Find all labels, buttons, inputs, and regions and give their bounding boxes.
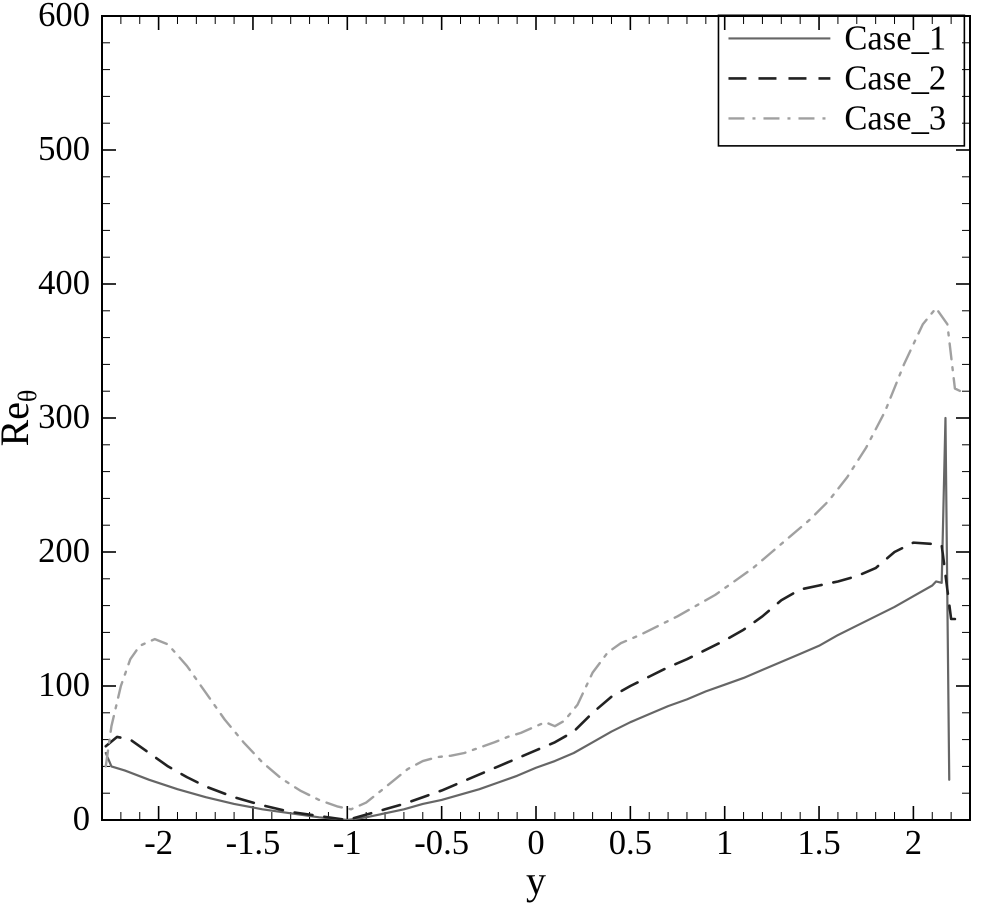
y-tick-label: 600	[38, 0, 90, 34]
x-axis-label: y	[526, 858, 546, 903]
x-tick-label: 1.5	[797, 824, 840, 862]
x-tick-label: -1.5	[226, 824, 281, 862]
chart-container: -2 -1.5 -1 -0.5 0 0.5 1 1.5 2 0 100 200 300 400 500 600…	[0, 0, 1000, 912]
x-tick-label: 0.5	[609, 824, 652, 862]
x-tick-label: -0.5	[414, 824, 469, 862]
y-tick-label: 500	[38, 130, 90, 168]
y-tick-label: 400	[38, 264, 90, 302]
y-tick-label: 200	[38, 532, 90, 570]
y-tick-label: 300	[38, 398, 90, 436]
x-tick-label: 2	[905, 824, 922, 862]
x-tick-label: -1	[333, 824, 362, 862]
x-tick-label: 0	[527, 824, 544, 862]
legend-label-case1: Case_1	[844, 20, 946, 58]
legend-label-case3: Case_3	[844, 100, 946, 138]
legend-label-case2: Case_2	[844, 60, 946, 98]
line-chart: -2 -1.5 -1 -0.5 0 0.5 1 1.5 2 0 100 200 300 400 500 600…	[0, 0, 1000, 912]
y-tick-label: 0	[73, 800, 90, 838]
x-tick-label: -2	[144, 824, 173, 862]
y-tick-label: 100	[38, 666, 90, 704]
x-tick-label: 1	[716, 824, 733, 862]
